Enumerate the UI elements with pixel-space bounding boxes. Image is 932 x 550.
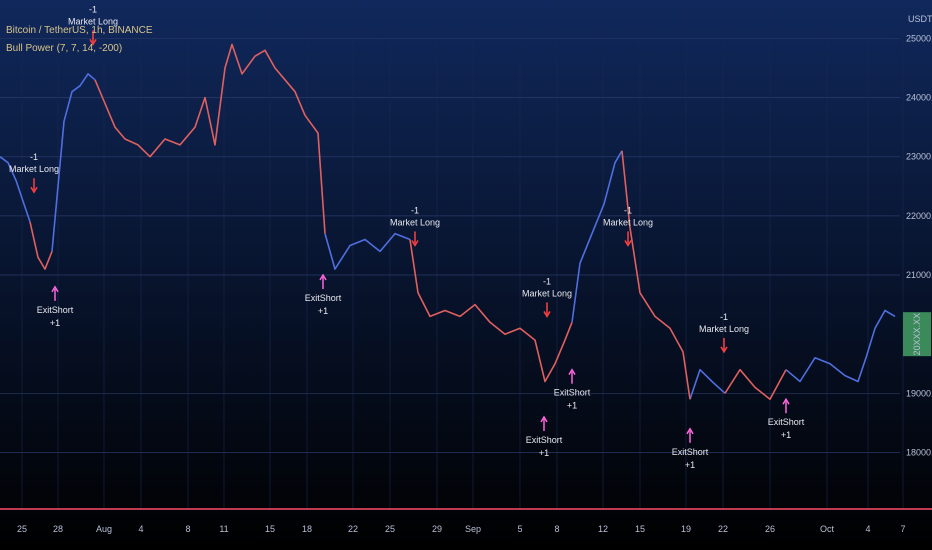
x-tick-label: 4 — [138, 524, 143, 534]
x-tick-label: Aug — [96, 524, 112, 534]
x-tick-label: 4 — [865, 524, 870, 534]
price-tag-box — [903, 312, 931, 357]
entry-qty: -1 — [624, 205, 632, 215]
exit-arrow-head — [319, 273, 327, 281]
entry-signal[interactable]: Market Long -1 — [603, 205, 653, 247]
indicator-title: Bull Power (7, 7, 14, -200) — [6, 43, 122, 54]
exit-label: ExitShort — [37, 305, 74, 315]
entry-arrow-head — [720, 346, 728, 354]
series-1-segment — [724, 368, 787, 400]
x-tick-label: Oct — [820, 524, 835, 534]
exit-signal[interactable]: ExitShort +1 — [305, 273, 342, 316]
exit-qty: +1 — [567, 401, 577, 411]
x-tick-label: 22 — [348, 524, 358, 534]
x-tick-label: 15 — [265, 524, 275, 534]
last-price-tag: 20XXX.XX — [903, 312, 931, 357]
axis-layer: 25000.00 24000.00 23000.00 22000.00 21000.00… — [0, 14, 932, 534]
y-tick-label: 23000.00 — [906, 152, 932, 162]
x-tick-label: 18 — [302, 524, 312, 534]
x-tick-label: Sep — [465, 524, 481, 534]
series-1-segment — [29, 221, 53, 270]
series-1-segment — [409, 239, 573, 383]
y-unit-label: USDT — [908, 14, 932, 24]
exit-qty: +1 — [685, 460, 695, 470]
x-tick-label: 29 — [432, 524, 442, 534]
entry-label: Market Long — [603, 217, 653, 227]
entry-arrow-head — [543, 311, 551, 318]
exit-label: ExitShort — [554, 388, 591, 398]
x-tick-label: 28 — [53, 524, 63, 534]
series-0-segment — [785, 309, 896, 383]
exit-qty: +1 — [50, 318, 60, 328]
x-tick-label: 25 — [17, 524, 27, 534]
exit-arrow-head — [686, 427, 694, 435]
series-1-segment — [621, 150, 691, 400]
x-tick-label: 12 — [598, 524, 608, 534]
exit-signal[interactable]: ExitShort +1 — [768, 397, 805, 440]
exit-qty: +1 — [539, 448, 549, 458]
series-layer — [0, 43, 896, 400]
entry-label: Market Long — [68, 16, 118, 26]
series-0-segment — [571, 150, 623, 323]
entry-signal[interactable]: Market Long -1 — [390, 205, 440, 247]
series-0-segment — [324, 232, 411, 270]
entry-signal[interactable]: Market Long -1 — [522, 276, 572, 318]
exit-label: ExitShort — [768, 417, 805, 427]
entry-qty: -1 — [543, 276, 551, 286]
entry-arrow-head — [89, 38, 97, 46]
y-tick-label: 21000.00 — [906, 270, 932, 280]
entry-arrow-head — [30, 186, 38, 194]
x-tick-label: 7 — [900, 524, 905, 534]
y-tick-label: 18000.00 — [906, 447, 932, 457]
exit-label: ExitShort — [526, 435, 563, 445]
exit-signal[interactable]: ExitShort +1 — [526, 415, 563, 458]
exit-signal[interactable]: ExitShort +1 — [554, 368, 591, 411]
exit-qty: +1 — [781, 430, 791, 440]
entry-signal[interactable]: Market Long -1 — [699, 312, 749, 354]
series-0-segment — [0, 156, 31, 223]
series-0-segment — [689, 368, 726, 400]
x-tick-label: 5 — [517, 524, 522, 534]
entry-qty: -1 — [720, 312, 728, 322]
y-tick-label: 19000.00 — [906, 388, 932, 398]
entry-qty: -1 — [411, 205, 419, 215]
x-tick-label: 26 — [765, 524, 775, 534]
exit-arrow-head — [782, 397, 790, 405]
exit-arrow-head — [51, 285, 59, 293]
y-tick-label: 25000.00 — [906, 33, 932, 43]
x-tick-label: 22 — [718, 524, 728, 534]
series-1-segment — [94, 43, 326, 234]
x-tick-label: 25 — [385, 524, 395, 534]
entry-arrow-head — [624, 240, 632, 247]
y-tick-label: 24000.00 — [906, 93, 932, 103]
y-tick-label: 22000.00 — [906, 211, 932, 221]
entry-label: Market Long — [522, 288, 572, 298]
symbol-title: Bitcoin / TetherUS, 1h, BINANCE — [6, 25, 153, 36]
exit-label: ExitShort — [672, 447, 709, 457]
exit-signal[interactable]: ExitShort +1 — [37, 285, 74, 328]
x-tick-label: 11 — [219, 524, 228, 534]
exit-label: ExitShort — [305, 293, 342, 303]
entry-label: Market Long — [390, 217, 440, 227]
entry-label: Market Long — [9, 164, 59, 174]
entry-signal[interactable]: Market Long -1 — [9, 152, 59, 194]
series-0-segment — [51, 73, 96, 252]
x-tick-label: 8 — [185, 524, 190, 534]
entry-qty: -1 — [30, 152, 38, 162]
x-tick-label: 8 — [554, 524, 559, 534]
entry-signal[interactable]: Market Long -1 — [68, 4, 118, 46]
exit-arrow-head — [540, 415, 548, 423]
x-tick-label: 15 — [635, 524, 645, 534]
exit-qty: +1 — [318, 306, 328, 316]
exit-signal[interactable]: ExitShort +1 — [672, 427, 709, 470]
entry-arrow-head — [411, 240, 419, 247]
entry-qty: -1 — [89, 4, 97, 14]
x-tick-label: 19 — [681, 524, 691, 534]
entry-label: Market Long — [699, 324, 749, 334]
price-tag-label: 20XXX.XX — [912, 313, 922, 356]
exit-arrow-head — [568, 368, 576, 376]
